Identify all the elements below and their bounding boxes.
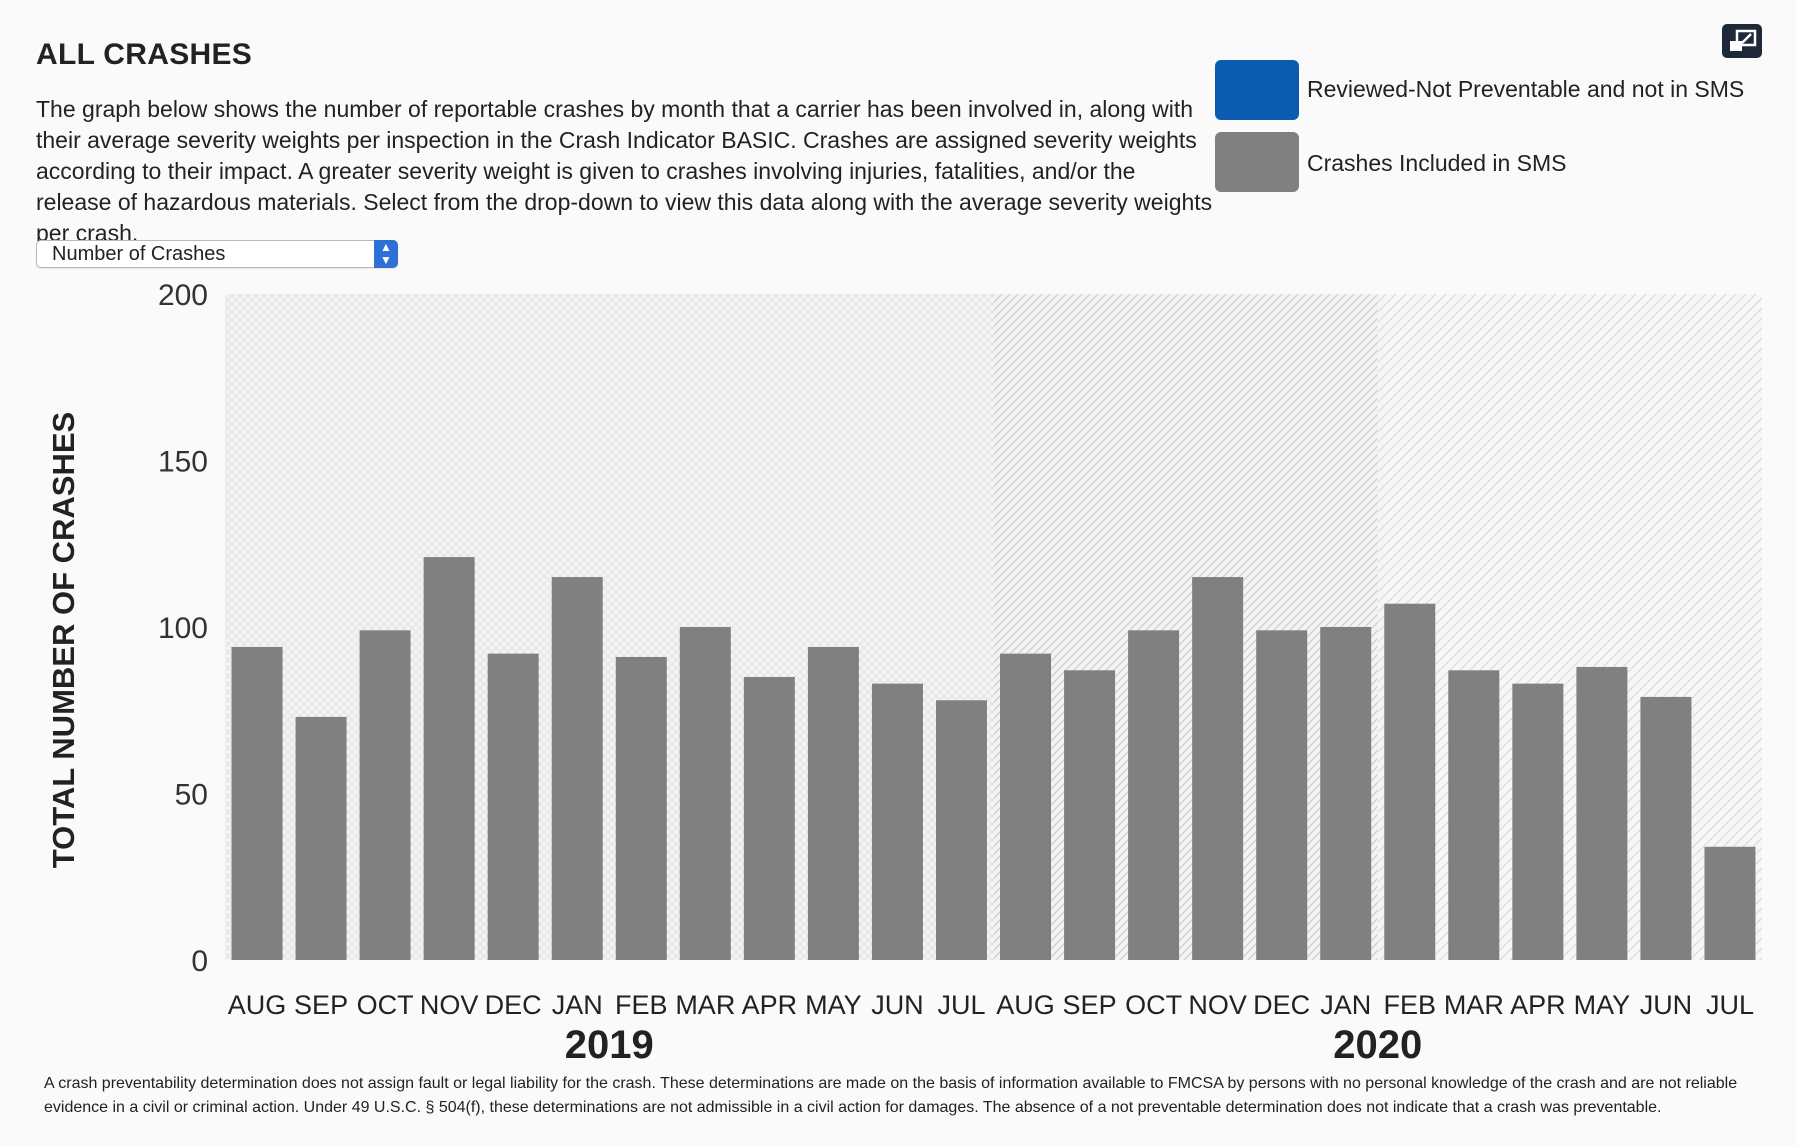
x-tick-label: JUL: [1706, 990, 1754, 1020]
bar-may-21[interactable]: [1576, 666, 1628, 960]
bar-sep-1[interactable]: [295, 716, 347, 960]
x-tick-label: DEC: [1253, 990, 1310, 1020]
bar-oct-14[interactable]: [1128, 630, 1180, 960]
bar-aug-12[interactable]: [1000, 653, 1052, 960]
y-axis-label: TOTAL NUMBER OF CRASHES: [46, 412, 81, 868]
bar-apr-20[interactable]: [1512, 683, 1564, 960]
x-tick-label: FEB: [615, 990, 668, 1020]
x-tick-label: JAN: [552, 990, 603, 1020]
bar-dec-16[interactable]: [1256, 630, 1308, 960]
y-tick-label: 50: [175, 779, 208, 812]
bar-dec-4[interactable]: [487, 653, 539, 960]
bar-jan-5[interactable]: [551, 577, 603, 960]
y-tick-label: 200: [158, 279, 208, 312]
bar-aug-0[interactable]: [231, 646, 283, 960]
x-tick-label: NOV: [420, 990, 479, 1020]
footnote: A crash preventability determination doe…: [44, 1075, 1738, 1116]
bar-apr-8[interactable]: [743, 676, 795, 960]
bar-mar-19[interactable]: [1448, 670, 1500, 960]
x-tick-label: OCT: [1125, 990, 1182, 1020]
bar-feb-6[interactable]: [615, 656, 667, 960]
x-tick-label: MAR: [675, 990, 735, 1020]
x-tick-label: FEB: [1384, 990, 1437, 1020]
bar-jun-10[interactable]: [871, 683, 923, 960]
legend-label: Reviewed-Not Preventable and not in SMS: [1307, 76, 1745, 102]
expand-button[interactable]: [1722, 24, 1762, 58]
chart-view-dropdown[interactable]: Number of Crashes ▲ ▼: [36, 240, 398, 268]
bar-jul-23[interactable]: [1704, 846, 1756, 960]
plot-background-2020-h1: [993, 294, 1378, 960]
x-tick-label: MAR: [1444, 990, 1504, 1020]
bar-nov-3[interactable]: [423, 557, 475, 960]
bar-feb-18[interactable]: [1384, 603, 1436, 960]
bar-mar-7[interactable]: [679, 627, 731, 960]
y-tick-label: 100: [158, 612, 208, 645]
x-tick-label: MAY: [805, 990, 862, 1020]
x-tick-label: MAY: [1574, 990, 1631, 1020]
plot-background-2019: [225, 294, 994, 960]
x-tick-label: APR: [742, 990, 798, 1020]
bar-sep-13[interactable]: [1064, 670, 1116, 960]
chevron-updown-icon: ▲ ▼: [374, 240, 398, 268]
dropdown-selected-value: Number of Crashes: [52, 243, 226, 265]
x-tick-label: APR: [1510, 990, 1566, 1020]
x-tick-label: DEC: [485, 990, 542, 1020]
x-tick-label: NOV: [1188, 990, 1247, 1020]
y-tick-label: 150: [158, 446, 208, 479]
legend-swatch: [1215, 60, 1299, 120]
bar-jan-17[interactable]: [1320, 627, 1372, 960]
y-tick-label: 0: [191, 945, 208, 978]
year-label-2019: 2019: [565, 1023, 654, 1067]
x-tick-label: SEP: [294, 990, 348, 1020]
expand-icon: [1730, 29, 1757, 51]
x-tick-label: SEP: [1063, 990, 1117, 1020]
bar-jul-11[interactable]: [935, 700, 987, 960]
x-tick-label: JUN: [1640, 990, 1693, 1020]
legend-label: Crashes Included in SMS: [1307, 150, 1567, 176]
x-tick-label: JAN: [1320, 990, 1371, 1020]
bar-oct-2[interactable]: [359, 630, 411, 960]
page-title: ALL CRASHES: [36, 38, 253, 71]
bar-nov-15[interactable]: [1192, 577, 1244, 960]
bar-may-9[interactable]: [807, 646, 859, 960]
x-tick-label: OCT: [357, 990, 414, 1020]
x-tick-label: AUG: [996, 990, 1055, 1020]
legend-swatch: [1215, 132, 1299, 192]
x-tick-label: JUN: [871, 990, 924, 1020]
bar-jun-22[interactable]: [1640, 696, 1692, 960]
year-label-2020: 2020: [1333, 1023, 1422, 1067]
x-tick-label: AUG: [228, 990, 287, 1020]
x-tick-label: JUL: [937, 990, 985, 1020]
plot-background-2020-h2: [1377, 294, 1762, 960]
chart-description: The graph below shows the number of repo…: [36, 96, 1213, 246]
